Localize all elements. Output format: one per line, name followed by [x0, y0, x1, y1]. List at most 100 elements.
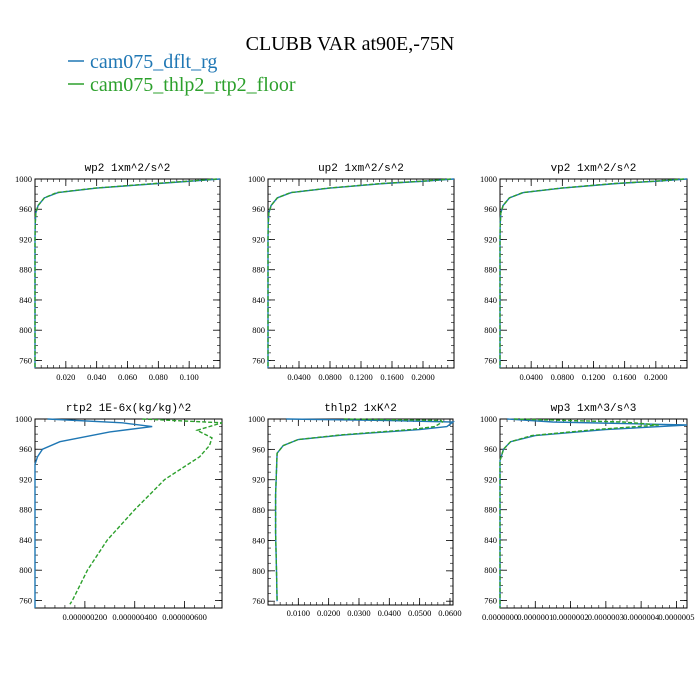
- y-tick-label: 1000: [480, 174, 497, 184]
- y-tick-label: 960: [252, 444, 265, 454]
- y-tick-label: 960: [252, 204, 265, 214]
- x-tick-label: 0.1600: [380, 372, 403, 382]
- figure-title: CLUBB VAR at90E,-75N: [246, 33, 455, 55]
- y-tick-label: 800: [484, 565, 497, 575]
- panel-title: vp2 1xm^2/s^2: [551, 163, 637, 175]
- chart-panel-1: up2 1xm^2/s^2 760 800 840 880 920 960 1000 0.040…: [248, 163, 455, 382]
- y-tick-label: 880: [484, 265, 497, 275]
- y-tick-label: 920: [19, 474, 32, 484]
- plot-frame: [267, 178, 455, 369]
- y-tick-label: 1000: [15, 414, 32, 424]
- chart-panel-0: wp2 1xm^2/s^2 760 800 840 880 920 960 1000 0.020…: [15, 163, 221, 382]
- series-line-dflt-rg: [34, 418, 153, 608]
- series-line-dflt-rg: [499, 178, 688, 368]
- chart-panel-4: thlp2 1xK^2 760 800 840 880 920 960 1000 0.0100 0…: [248, 403, 462, 618]
- series-line-thlp2-rtp2-floor: [34, 178, 217, 368]
- y-tick-label: 920: [484, 234, 497, 244]
- x-tick-label: 0.0600: [438, 608, 461, 618]
- panel-title: wp3 1xm^3/s^3: [551, 403, 637, 415]
- y-tick-label: 760: [19, 595, 32, 605]
- x-tick-label: 0.060: [118, 372, 137, 382]
- x-tick-label: 0.1200: [582, 372, 605, 382]
- y-tick-label: 760: [484, 355, 497, 365]
- x-tick-label: 0.1600: [613, 372, 636, 382]
- y-tick-label: 840: [252, 295, 265, 305]
- y-tick-label: 840: [19, 535, 32, 545]
- panel-title: up2 1xm^2/s^2: [318, 163, 404, 175]
- y-tick-label: 800: [484, 325, 497, 335]
- x-tick-label: 0.0400: [378, 608, 401, 618]
- y-tick-label: 960: [19, 444, 32, 454]
- y-tick-label: 800: [19, 325, 32, 335]
- series-line-thlp2-rtp2-floor: [267, 178, 451, 368]
- x-tick-label: 0.040: [87, 372, 106, 382]
- y-tick-label: 920: [252, 234, 265, 244]
- y-tick-label: 800: [252, 325, 265, 335]
- panel-title: thlp2 1xK^2: [324, 403, 397, 415]
- y-tick-label: 800: [252, 566, 265, 576]
- y-tick-label: 960: [19, 204, 32, 214]
- plot-frame: [499, 418, 688, 609]
- x-tick-label: 0.0000004: [623, 612, 660, 622]
- chart-panel-5: wp3 1xm^3/s^3 760 800 840 880 920 960 1000 0.000…: [480, 403, 694, 622]
- x-tick-label: 0.1200: [349, 372, 372, 382]
- y-tick-label: 840: [484, 535, 497, 545]
- y-tick-label: 800: [19, 565, 32, 575]
- series-line-dflt-rg: [499, 418, 688, 608]
- plot-frame: [34, 418, 223, 609]
- x-tick-label: 0.0200: [317, 608, 340, 618]
- x-tick-label: 0.080: [149, 372, 168, 382]
- x-tick-label: 0.0400: [519, 372, 542, 382]
- x-tick-label: 0.0000001: [517, 612, 553, 622]
- panels-grid: wp2 1xm^2/s^2 760 800 840 880 920 960 1000 0.020…: [15, 163, 694, 622]
- x-tick-label: 0.0800: [551, 372, 574, 382]
- x-tick-label: 0.2000: [411, 372, 434, 382]
- x-tick-label: 0.0800: [318, 372, 341, 382]
- x-tick-label: 0.0000002: [553, 612, 589, 622]
- x-tick-label: 0.0500: [408, 608, 431, 618]
- y-tick-label: 880: [484, 505, 497, 515]
- y-tick-label: 760: [252, 355, 265, 365]
- y-tick-label: 880: [19, 505, 32, 515]
- x-tick-label: 0.100: [180, 372, 199, 382]
- y-tick-label: 920: [252, 475, 265, 485]
- x-tick-label: 0.000000200: [63, 612, 108, 622]
- x-tick-label: 0.0400: [287, 372, 310, 382]
- x-tick-label: 0.0300: [347, 608, 370, 618]
- y-tick-label: 880: [252, 265, 265, 275]
- series-line-thlp2-rtp2-floor: [499, 418, 659, 608]
- x-tick-label: 0.0000005: [658, 612, 694, 622]
- x-tick-label: 0.000000400: [112, 612, 157, 622]
- x-tick-label: 0.000000600: [162, 612, 207, 622]
- plot-frame: [34, 178, 221, 369]
- y-tick-label: 840: [484, 295, 497, 305]
- panel-title: wp2 1xm^2/s^2: [85, 163, 171, 175]
- y-tick-label: 920: [19, 234, 32, 244]
- plot-frame: [267, 418, 454, 606]
- series-line-dflt-rg: [274, 418, 456, 602]
- y-tick-label: 1000: [15, 174, 32, 184]
- legend-label-1: cam075_thlp2_rtp2_floor: [90, 74, 296, 96]
- y-tick-label: 880: [19, 265, 32, 275]
- y-tick-label: 880: [252, 505, 265, 515]
- x-tick-label: 0.020: [56, 372, 75, 382]
- series-line-thlp2-rtp2-floor: [274, 418, 444, 602]
- panel-title: rtp2 1E-6x(kg/kg)^2: [66, 403, 191, 415]
- series-line-dflt-rg: [267, 178, 455, 368]
- y-tick-label: 960: [484, 204, 497, 214]
- y-tick-label: 760: [484, 595, 497, 605]
- y-tick-label: 840: [252, 535, 265, 545]
- figure-legend: cam075_dflt_rg cam075_thlp2_rtp2_floor: [68, 51, 296, 96]
- chart-panel-2: vp2 1xm^2/s^2 760 800 840 880 920 960 1000 0.040…: [480, 163, 688, 382]
- y-tick-label: 1000: [480, 414, 497, 424]
- legend-label-0: cam075_dflt_rg: [90, 51, 217, 73]
- y-tick-label: 960: [484, 444, 497, 454]
- y-tick-label: 1000: [248, 174, 265, 184]
- y-tick-label: 760: [252, 596, 265, 606]
- series-line-thlp2-rtp2-floor: [499, 178, 684, 368]
- y-tick-label: 1000: [248, 414, 265, 424]
- y-tick-label: 920: [484, 474, 497, 484]
- x-tick-label: 0.0100: [287, 608, 310, 618]
- x-tick-label: 0.0000000: [482, 612, 518, 622]
